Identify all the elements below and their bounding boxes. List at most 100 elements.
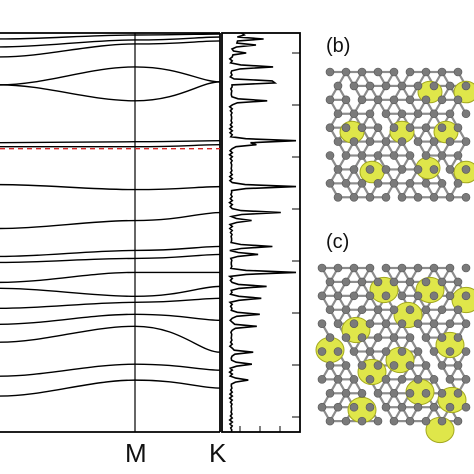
lattice-atom <box>357 67 367 77</box>
lattice-atom <box>405 277 415 287</box>
lattice-atom <box>333 375 343 384</box>
lattice-atom <box>357 151 367 160</box>
lattice-atom <box>333 319 343 328</box>
lattice-atom <box>397 109 407 119</box>
lattice-atom <box>445 347 455 356</box>
lattice-atom <box>461 291 471 301</box>
dos-frame <box>221 32 301 433</box>
lattice-atom <box>405 305 415 315</box>
band-line <box>0 33 221 40</box>
lattice-atom <box>333 81 343 91</box>
lattice-atom <box>421 67 431 77</box>
lattice-atom <box>389 388 399 398</box>
lattice-atom <box>373 361 383 370</box>
lattice-atom <box>453 361 463 370</box>
lattice-atom <box>365 192 375 202</box>
lattice-atom <box>317 347 327 356</box>
lattice-atom <box>413 347 423 356</box>
lattice-atom <box>453 305 463 315</box>
lattice-atom <box>365 263 375 273</box>
lattice-atom <box>453 95 463 105</box>
lattice-atom <box>405 151 415 160</box>
lattice-atom <box>349 137 359 146</box>
lattice-atom <box>413 319 423 328</box>
lattice-atom <box>445 109 455 119</box>
lattice-atom <box>397 165 407 174</box>
lattice-atom <box>445 375 455 384</box>
lattice-atom <box>437 67 447 77</box>
lattice-atom <box>317 375 327 384</box>
band-line <box>0 66 221 86</box>
lattice-atom <box>421 95 431 105</box>
lattice-atom <box>445 137 455 146</box>
lattice-atom <box>421 123 431 132</box>
lattice-atom <box>381 81 391 91</box>
lattice-atom <box>381 402 391 412</box>
lattice-atom <box>341 67 351 77</box>
lattice-atom <box>421 388 431 398</box>
lattice-atom <box>349 192 359 202</box>
lattice-atom <box>413 81 423 91</box>
lattice-atom <box>381 291 391 301</box>
lattice-atom <box>349 319 359 328</box>
lattice-atom <box>461 137 471 146</box>
lattice-atom <box>397 137 407 146</box>
lattice-atom <box>429 263 439 273</box>
lattice-atom <box>325 67 335 77</box>
lattice-atom <box>333 137 343 146</box>
lattice-atom <box>341 388 351 398</box>
lattice-atom <box>461 192 471 202</box>
lattice-atom <box>317 319 327 328</box>
lattice-atom <box>349 81 359 91</box>
lattice-atom <box>365 81 375 91</box>
lattice-atom <box>373 388 383 398</box>
lattice-atom <box>453 277 463 287</box>
lattice-atom <box>397 291 407 301</box>
lattice-atom <box>405 333 415 342</box>
band-line <box>0 271 220 284</box>
lattice-atom <box>365 165 375 174</box>
lattice-atom <box>389 123 399 132</box>
lattice-atom <box>357 95 367 105</box>
band-line <box>0 81 221 102</box>
lattice-atom <box>445 291 455 301</box>
lattice-atom <box>325 277 335 287</box>
lattice-atom <box>389 95 399 105</box>
lattice-atom <box>389 305 399 315</box>
lattice-atom <box>389 277 399 287</box>
lattice-atom <box>397 402 407 412</box>
lattice-atom <box>461 347 471 356</box>
band-line <box>0 144 221 148</box>
lattice-atom <box>437 123 447 132</box>
lattice-atom <box>429 137 439 146</box>
lattice-atom <box>421 416 431 426</box>
band-line <box>0 297 221 310</box>
lattice-atom <box>365 291 375 301</box>
lattice-atom <box>453 151 463 160</box>
lattice-atom <box>317 402 327 412</box>
lattice-atom <box>397 375 407 384</box>
lattice-atom <box>461 402 471 412</box>
lattice-atom <box>397 347 407 356</box>
lattice-atom <box>397 81 407 91</box>
lattice-atom <box>445 192 455 202</box>
lattice-atom <box>429 109 439 119</box>
lattice-atom <box>325 95 335 105</box>
lattice-atom <box>453 179 463 188</box>
band-line <box>0 325 221 353</box>
band-lines <box>0 33 221 397</box>
lattice-atom <box>341 361 351 370</box>
lattice-atom <box>389 67 399 77</box>
lattice-atom <box>381 192 391 202</box>
lattice-atom <box>445 319 455 328</box>
lattice-atom <box>325 416 335 426</box>
lattice-atom <box>413 192 423 202</box>
lattice-atom <box>405 179 415 188</box>
lattice-atom <box>357 123 367 132</box>
lattice-atom <box>461 81 471 91</box>
lattice-atom <box>421 277 431 287</box>
panel-b-label: (b) <box>326 35 350 57</box>
lattice-atom <box>389 416 399 426</box>
lattice-atom <box>437 305 447 315</box>
lattice-atom <box>373 277 383 287</box>
